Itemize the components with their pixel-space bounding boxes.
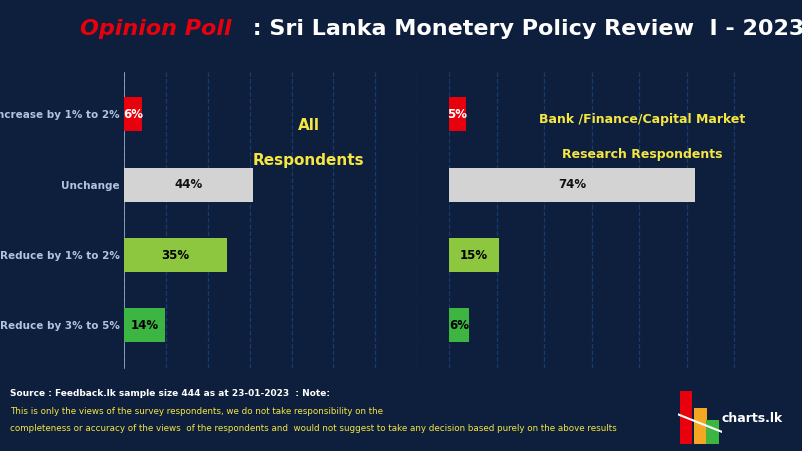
Text: 44%: 44% bbox=[175, 178, 203, 191]
FancyBboxPatch shape bbox=[680, 391, 692, 444]
Text: 35%: 35% bbox=[161, 249, 189, 262]
Bar bbox=[124, 238, 227, 272]
Bar bbox=[449, 97, 466, 131]
Bar bbox=[124, 168, 253, 202]
Text: Opinion Poll: Opinion Poll bbox=[80, 19, 232, 39]
FancyBboxPatch shape bbox=[707, 420, 719, 444]
Text: 15%: 15% bbox=[460, 249, 488, 262]
Bar bbox=[449, 308, 469, 342]
Text: 74%: 74% bbox=[558, 178, 586, 191]
Text: This is only the views of the survey respondents, we do not take responsibility : This is only the views of the survey res… bbox=[10, 407, 383, 416]
Text: Source : Feedback.lk sample size 444 as at 23-01-2023  : Note:: Source : Feedback.lk sample size 444 as … bbox=[10, 389, 330, 398]
FancyBboxPatch shape bbox=[695, 409, 707, 444]
Text: 6%: 6% bbox=[449, 319, 469, 332]
Text: charts.lk: charts.lk bbox=[722, 412, 783, 425]
Bar bbox=[124, 97, 142, 131]
Bar bbox=[124, 308, 165, 342]
Bar bbox=[449, 168, 695, 202]
Text: completeness or accuracy of the views  of the respondents and  would not suggest: completeness or accuracy of the views of… bbox=[10, 424, 617, 433]
Text: 5%: 5% bbox=[448, 108, 468, 121]
Text: Research Respondents: Research Respondents bbox=[562, 148, 723, 161]
Text: 14%: 14% bbox=[131, 319, 159, 332]
Text: : Sri Lanka Monetery Policy Review  I - 2023: : Sri Lanka Monetery Policy Review I - 2… bbox=[245, 19, 802, 39]
Bar bbox=[449, 238, 499, 272]
Text: All: All bbox=[298, 118, 320, 133]
Text: Respondents: Respondents bbox=[253, 153, 365, 168]
Text: Bank /Finance/Capital Market: Bank /Finance/Capital Market bbox=[539, 113, 745, 126]
Text: 6%: 6% bbox=[123, 108, 143, 121]
